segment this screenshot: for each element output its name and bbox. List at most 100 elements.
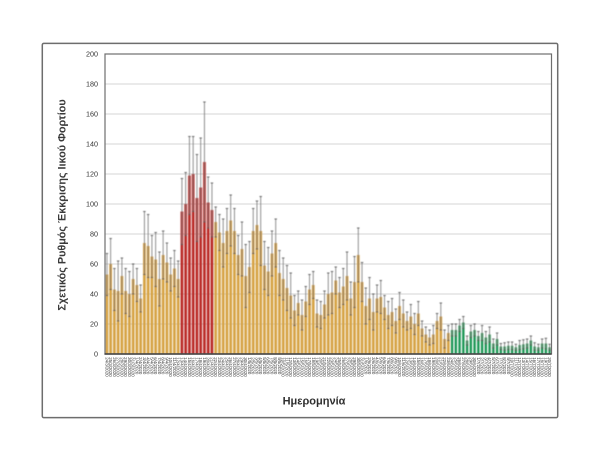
svg-text:4/6/2020: 4/6/2020: [375, 357, 380, 375]
svg-text:16/5/2020: 16/5/2020: [303, 357, 308, 377]
svg-text:1/4/2020: 1/4/2020: [134, 357, 139, 375]
svg-text:7/6/2020: 7/6/2020: [386, 357, 391, 375]
svg-text:1/7/2020: 1/7/2020: [476, 357, 481, 375]
svg-text:27/3/2020: 27/3/2020: [116, 357, 121, 377]
svg-text:11/4/2020: 11/4/2020: [172, 357, 177, 377]
svg-text:23/6/2020: 23/6/2020: [446, 357, 451, 377]
svg-text:7/7/2020: 7/7/2020: [498, 357, 503, 375]
svg-text:18/4/2020: 18/4/2020: [198, 357, 203, 377]
svg-text:5/7/2020: 5/7/2020: [491, 357, 496, 375]
svg-text:28/5/2020: 28/5/2020: [348, 357, 353, 377]
svg-text:120: 120: [86, 169, 98, 178]
svg-text:0: 0: [94, 349, 98, 358]
svg-text:24/6/2020: 24/6/2020: [450, 357, 455, 377]
svg-text:11/6/2020: 11/6/2020: [401, 357, 406, 377]
svg-text:3/5/2020: 3/5/2020: [254, 357, 259, 375]
svg-text:160: 160: [86, 109, 98, 118]
svg-text:6/4/2020: 6/4/2020: [153, 357, 158, 375]
svg-text:2/7/2020: 2/7/2020: [480, 357, 485, 375]
svg-text:6/6/2020: 6/6/2020: [382, 357, 387, 375]
svg-text:14/7/2020: 14/7/2020: [525, 357, 530, 377]
svg-text:25/4/2020: 25/4/2020: [224, 357, 229, 377]
svg-text:14/6/2020: 14/6/2020: [412, 357, 417, 377]
svg-text:24/5/2020: 24/5/2020: [333, 357, 338, 377]
svg-text:22/4/2020: 22/4/2020: [213, 357, 218, 377]
svg-text:4/4/2020: 4/4/2020: [146, 357, 151, 375]
svg-text:30/4/2020: 30/4/2020: [243, 357, 248, 377]
svg-text:20/7/2020: 20/7/2020: [547, 357, 552, 377]
svg-text:2/5/2020: 2/5/2020: [251, 357, 256, 375]
svg-text:29/3/2020: 29/3/2020: [123, 357, 128, 377]
svg-text:17/5/2020: 17/5/2020: [307, 357, 312, 377]
svg-text:21/4/2020: 21/4/2020: [209, 357, 214, 377]
svg-text:20/4/2020: 20/4/2020: [206, 357, 211, 377]
svg-text:27/6/2020: 27/6/2020: [461, 357, 466, 377]
svg-text:17/7/2020: 17/7/2020: [536, 357, 541, 377]
svg-text:30/6/2020: 30/6/2020: [472, 357, 477, 377]
svg-text:21/6/2020: 21/6/2020: [438, 357, 443, 377]
svg-text:29/5/2020: 29/5/2020: [352, 357, 357, 377]
svg-text:4/7/2020: 4/7/2020: [487, 357, 492, 375]
svg-text:9/4/2020: 9/4/2020: [164, 357, 169, 375]
svg-text:25/6/2020: 25/6/2020: [453, 357, 458, 377]
svg-text:17/4/2020: 17/4/2020: [194, 357, 199, 377]
svg-text:17/6/2020: 17/6/2020: [423, 357, 428, 377]
svg-text:27/4/2020: 27/4/2020: [232, 357, 237, 377]
svg-text:24/3/2020: 24/3/2020: [104, 357, 109, 377]
svg-text:4/5/2020: 4/5/2020: [258, 357, 263, 375]
svg-text:5/5/2020: 5/5/2020: [262, 357, 267, 375]
svg-text:3/4/2020: 3/4/2020: [142, 357, 147, 375]
svg-text:29/6/2020: 29/6/2020: [468, 357, 473, 377]
svg-text:16/6/2020: 16/6/2020: [420, 357, 425, 377]
svg-text:19/5/2020: 19/5/2020: [314, 357, 319, 377]
svg-text:60: 60: [90, 259, 98, 268]
svg-text:100: 100: [86, 199, 98, 208]
svg-text:12/6/2020: 12/6/2020: [405, 357, 410, 377]
svg-text:30/3/2020: 30/3/2020: [127, 357, 132, 377]
svg-text:19/6/2020: 19/6/2020: [431, 357, 436, 377]
svg-text:1/5/2020: 1/5/2020: [247, 357, 252, 375]
svg-text:10/6/2020: 10/6/2020: [397, 357, 402, 377]
svg-text:19/4/2020: 19/4/2020: [202, 357, 207, 377]
svg-text:15/4/2020: 15/4/2020: [187, 357, 192, 377]
svg-text:26/4/2020: 26/4/2020: [228, 357, 233, 377]
svg-text:26/6/2020: 26/6/2020: [457, 357, 462, 377]
svg-text:28/6/2020: 28/6/2020: [465, 357, 470, 377]
svg-text:20/5/2020: 20/5/2020: [318, 357, 323, 377]
svg-text:12/7/2020: 12/7/2020: [517, 357, 522, 377]
svg-text:11/5/2020: 11/5/2020: [284, 357, 289, 377]
svg-text:9/6/2020: 9/6/2020: [393, 357, 398, 375]
svg-text:21/5/2020: 21/5/2020: [322, 357, 327, 377]
svg-text:16/4/2020: 16/4/2020: [191, 357, 196, 377]
svg-text:8/7/2020: 8/7/2020: [502, 357, 507, 375]
svg-text:22/6/2020: 22/6/2020: [442, 357, 447, 377]
svg-text:1/6/2020: 1/6/2020: [363, 357, 368, 375]
svg-text:10/5/2020: 10/5/2020: [281, 357, 286, 377]
svg-text:12/5/2020: 12/5/2020: [288, 357, 293, 377]
svg-text:7/4/2020: 7/4/2020: [157, 357, 162, 375]
svg-text:3/6/2020: 3/6/2020: [371, 357, 376, 375]
svg-text:8/4/2020: 8/4/2020: [161, 357, 166, 375]
svg-text:15/5/2020: 15/5/2020: [299, 357, 304, 377]
svg-text:9/7/2020: 9/7/2020: [506, 357, 511, 375]
svg-text:31/3/2020: 31/3/2020: [131, 357, 136, 377]
svg-text:5/6/2020: 5/6/2020: [378, 357, 383, 375]
svg-text:2/4/2020: 2/4/2020: [138, 357, 143, 375]
svg-text:16/7/2020: 16/7/2020: [532, 357, 537, 377]
svg-text:23/5/2020: 23/5/2020: [330, 357, 335, 377]
svg-text:24/4/2020: 24/4/2020: [221, 357, 226, 377]
svg-text:80: 80: [90, 229, 98, 238]
svg-text:22/5/2020: 22/5/2020: [326, 357, 331, 377]
svg-text:3/7/2020: 3/7/2020: [483, 357, 488, 375]
svg-text:Ημερομηνία: Ημερομηνία: [283, 396, 346, 408]
svg-text:11/7/2020: 11/7/2020: [513, 357, 518, 377]
svg-text:19/7/2020: 19/7/2020: [543, 357, 548, 377]
svg-text:140: 140: [86, 139, 98, 148]
svg-text:13/4/2020: 13/4/2020: [179, 357, 184, 377]
svg-text:28/3/2020: 28/3/2020: [119, 357, 124, 377]
svg-text:6/5/2020: 6/5/2020: [266, 357, 271, 375]
svg-text:25/3/2020: 25/3/2020: [108, 357, 113, 377]
svg-text:5/4/2020: 5/4/2020: [149, 357, 154, 375]
svg-text:26/3/2020: 26/3/2020: [112, 357, 117, 377]
svg-text:15/7/2020: 15/7/2020: [528, 357, 533, 377]
